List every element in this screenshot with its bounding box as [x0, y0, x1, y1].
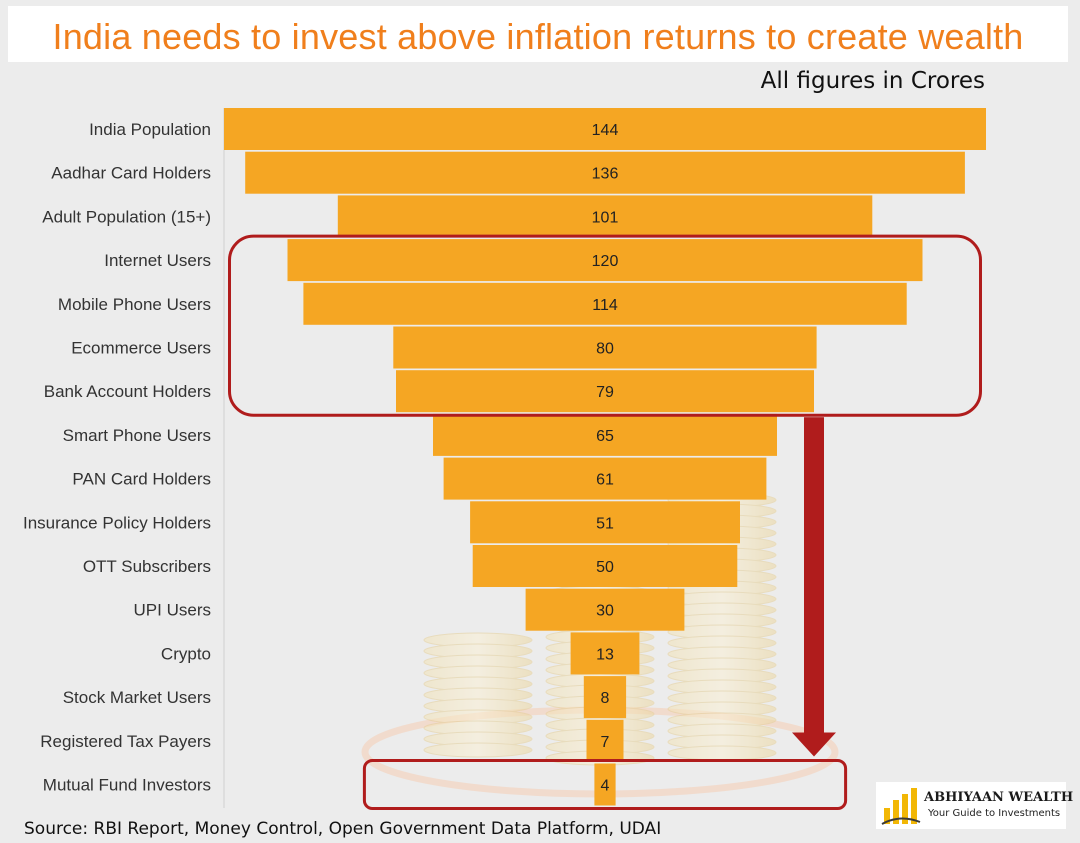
bar-india-population — [224, 108, 986, 150]
value-label-ecommerce-users: 80 — [596, 341, 614, 358]
bar-stock-market-users — [583, 676, 627, 719]
bar-mobile-phone-users — [303, 282, 907, 325]
value-label-stock-market-users: 8 — [601, 690, 610, 707]
highlight-box-1 — [228, 234, 982, 417]
category-label-insurance-policy-holders: Insurance Policy Holders — [23, 513, 211, 532]
category-label-crypto: Crypto — [161, 644, 211, 663]
bar-upi-users — [525, 588, 685, 631]
value-label-aadhar-card-holders: 136 — [592, 166, 619, 183]
title-banner: India needs to invest above inflation re… — [8, 6, 1068, 62]
brand-logo: ABHIYAAN WEALTH Your Guide to Investment… — [876, 782, 1073, 829]
arrow-shaft — [804, 417, 824, 735]
value-label-insurance-policy-holders: 51 — [596, 515, 614, 532]
bar-aadhar-card-holders — [245, 151, 965, 194]
category-label-internet-users: Internet Users — [104, 251, 211, 270]
value-label-group: 144 136 101 120 114 80 79 65 61 51 50 30 13 8 7 4 — [592, 122, 619, 795]
category-label-india-population: India Population — [89, 120, 211, 139]
category-label-mobile-phone-users: Mobile Phone Users — [58, 295, 211, 314]
value-label-mutual-fund-investors: 4 — [601, 778, 610, 795]
highlight-overlay — [228, 234, 982, 810]
bar-ott-subscribers — [472, 545, 738, 587]
value-label-internet-users: 120 — [592, 253, 619, 270]
bar-ecommerce-users — [393, 326, 817, 369]
highlight-box-2 — [362, 759, 848, 810]
value-label-adult-population-15: 101 — [592, 209, 619, 226]
category-label-adult-population-15: Adult Population (15+) — [42, 207, 211, 226]
category-label-registered-tax-payers: Registered Tax Payers — [40, 732, 211, 751]
bar-internet-users — [287, 239, 923, 282]
value-label-smart-phone-users: 65 — [596, 428, 614, 445]
category-label-bank-account-holders: Bank Account Holders — [44, 382, 211, 401]
value-label-pan-card-holders: 61 — [596, 472, 614, 489]
value-label-crypto: 13 — [596, 646, 614, 663]
brand-name: ABHIYAAN WEALTH — [924, 790, 1074, 805]
bar-adult-population-15 — [337, 195, 873, 238]
value-label-mobile-phone-users: 114 — [592, 297, 618, 314]
category-label-group: India Population Aadhar Card Holders Adult… — [23, 120, 211, 795]
value-label-india-population: 144 — [592, 122, 619, 139]
bar-group — [224, 108, 986, 806]
category-label-upi-users: UPI Users — [134, 601, 211, 620]
value-label-bank-account-holders: 79 — [596, 384, 614, 401]
bar-mutual-fund-investors — [594, 763, 616, 806]
category-label-pan-card-holders: PAN Card Holders — [72, 470, 211, 489]
units-note: All figures in Crores — [760, 68, 985, 94]
source-note: Source: RBI Report, Money Control, Open … — [24, 819, 662, 839]
value-label-registered-tax-payers: 7 — [601, 734, 610, 751]
bar-insurance-policy-holders — [470, 501, 740, 544]
value-label-ott-subscribers: 50 — [596, 559, 614, 576]
page-title: India needs to invest above inflation re… — [52, 16, 1024, 57]
category-label-ott-subscribers: OTT Subscribers — [83, 557, 211, 576]
category-label-stock-market-users: Stock Market Users — [63, 688, 211, 707]
brand-tagline: Your Guide to Investments — [928, 808, 1061, 819]
down-arrow-icon — [792, 732, 836, 757]
category-label-smart-phone-users: Smart Phone Users — [63, 426, 211, 445]
bar-pan-card-holders — [443, 457, 767, 500]
bar-smart-phone-users — [433, 413, 777, 456]
bar-registered-tax-payers — [586, 719, 624, 762]
coin-stack-left — [423, 632, 533, 758]
category-label-mutual-fund-investors: Mutual Fund Investors — [43, 776, 211, 795]
category-label-ecommerce-users: Ecommerce Users — [71, 339, 211, 358]
category-label-aadhar-card-holders: Aadhar Card Holders — [51, 164, 211, 183]
bar-bank-account-holders — [396, 370, 814, 413]
bar-chart-logo-icon — [881, 788, 921, 825]
bar-crypto — [570, 632, 640, 675]
value-label-upi-users: 30 — [596, 603, 614, 620]
